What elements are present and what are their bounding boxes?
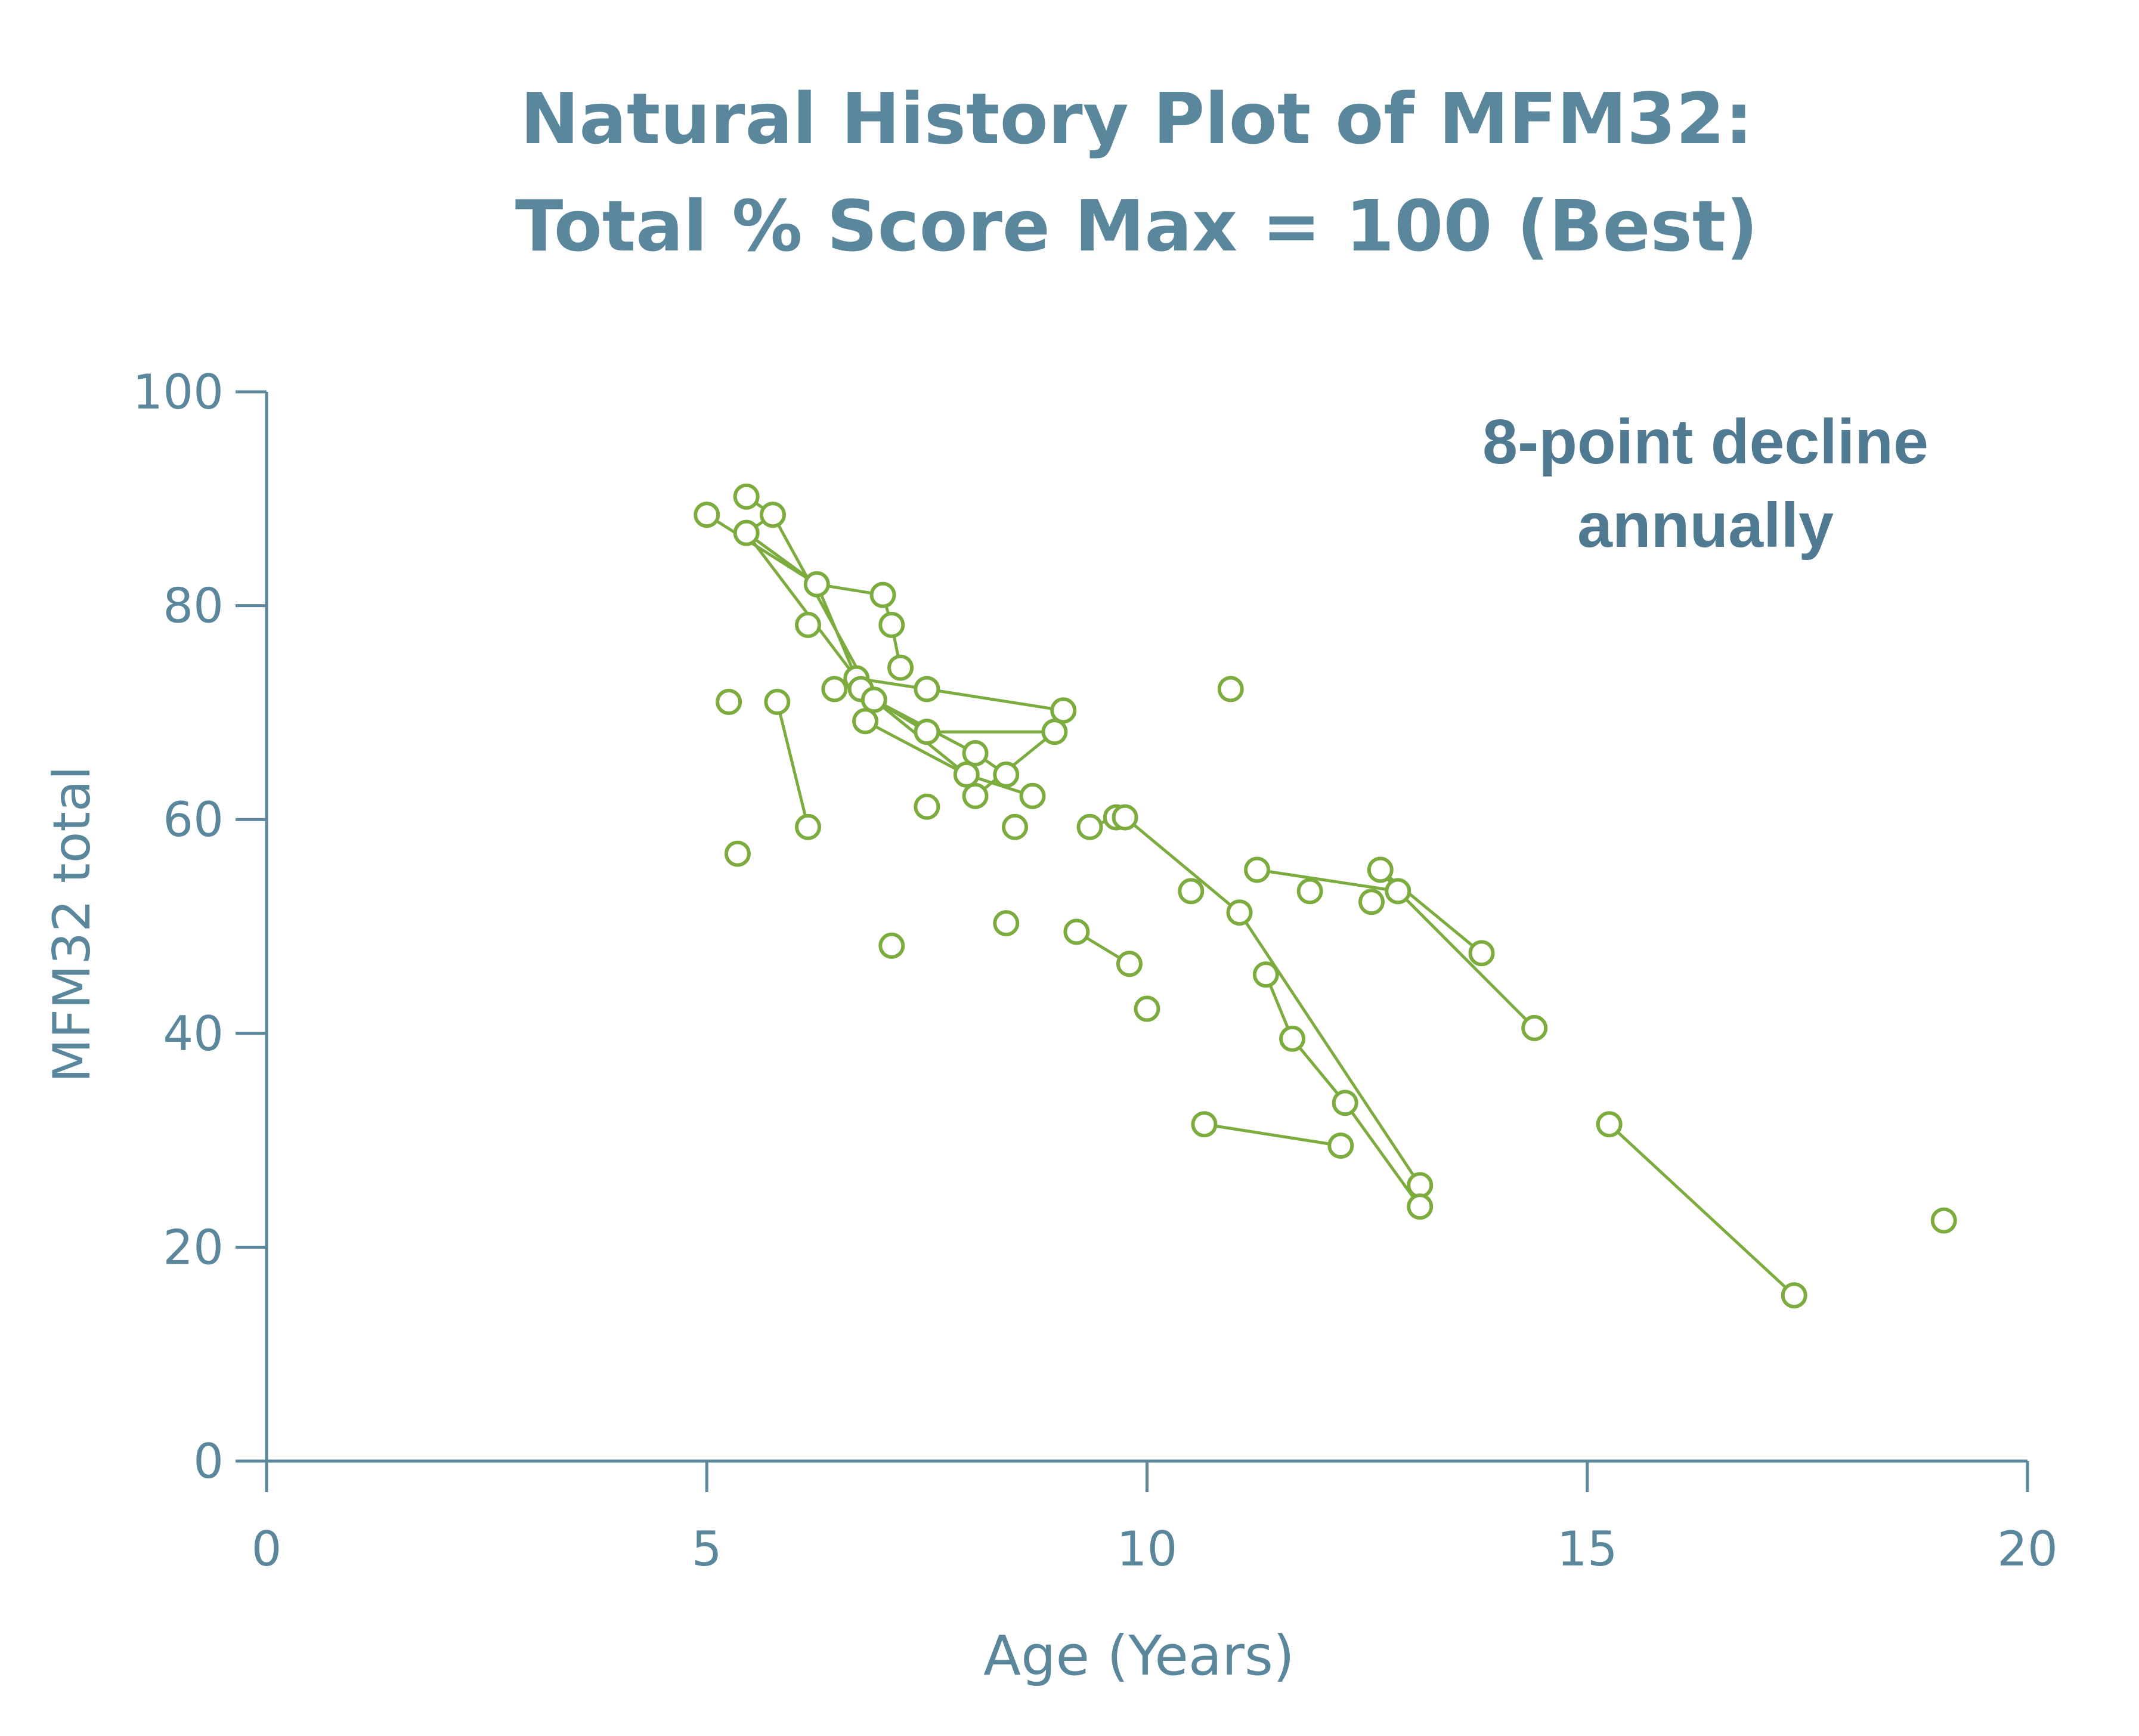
chart-title-line-1: Natural History Plot of MFM32: xyxy=(520,78,1753,160)
trajectory-line xyxy=(1204,1122,1341,1147)
data-point xyxy=(1116,951,1143,977)
data-point xyxy=(1076,813,1103,840)
trajectory-line xyxy=(1256,868,1483,955)
x-tick-label: 20 xyxy=(1997,1521,2058,1577)
data-point xyxy=(724,840,751,867)
x-axis-label: Age (Years) xyxy=(983,1624,1295,1688)
data-point xyxy=(1226,899,1253,926)
data-point xyxy=(878,611,905,638)
data-point xyxy=(1367,856,1394,883)
data-point xyxy=(1468,940,1495,967)
data-point xyxy=(795,813,822,840)
trajectory-lines xyxy=(705,495,1796,1296)
x-tick-label: 10 xyxy=(1117,1521,1178,1577)
data-point xyxy=(852,708,879,735)
data-points xyxy=(694,483,1957,1309)
data-point xyxy=(1178,878,1205,905)
data-point xyxy=(795,611,822,638)
data-point xyxy=(1327,1132,1354,1159)
data-point xyxy=(962,782,989,809)
data-point xyxy=(764,688,791,715)
data-point xyxy=(1279,1025,1306,1052)
data-point xyxy=(962,740,989,767)
data-point xyxy=(869,581,896,608)
data-point xyxy=(803,571,830,598)
data-point xyxy=(993,761,1020,788)
data-point xyxy=(716,688,742,715)
trajectory-line xyxy=(771,513,1007,776)
data-point xyxy=(1596,1111,1623,1138)
x-tick-label: 15 xyxy=(1557,1521,1618,1577)
data-point xyxy=(953,761,980,788)
trajectory-line xyxy=(775,701,810,828)
data-point xyxy=(694,502,720,528)
data-point xyxy=(1112,804,1138,831)
y-axis-label: MFM32 total xyxy=(42,766,102,1082)
data-point xyxy=(1191,1111,1218,1138)
data-point xyxy=(1930,1207,1957,1234)
data-point xyxy=(821,676,848,703)
data-point xyxy=(878,932,905,959)
data-point xyxy=(1217,676,1244,703)
data-point xyxy=(1041,719,1068,745)
data-point xyxy=(860,686,887,713)
data-point xyxy=(1781,1282,1807,1309)
data-point xyxy=(1134,995,1160,1022)
y-tick-label: 20 xyxy=(163,1220,224,1275)
data-point xyxy=(914,719,940,745)
y-tick-label: 60 xyxy=(163,792,224,847)
annotation-line-1: 8-point decline xyxy=(1482,407,1928,477)
trajectory-line xyxy=(745,532,1056,797)
y-tick-label: 0 xyxy=(193,1434,224,1489)
data-point xyxy=(1050,697,1077,724)
data-point xyxy=(1063,918,1090,945)
data-point xyxy=(1332,1090,1358,1116)
data-point xyxy=(1002,813,1029,840)
y-tick-label: 40 xyxy=(163,1006,224,1062)
data-point xyxy=(1521,1014,1548,1041)
data-point xyxy=(1385,878,1411,905)
data-point xyxy=(1296,878,1323,905)
data-point xyxy=(887,654,914,681)
data-point xyxy=(733,483,760,510)
data-point xyxy=(1407,1172,1434,1199)
y-tick-label: 80 xyxy=(163,578,224,634)
axes: 0 20 40 60 80 100 0 5 10 15 20 xyxy=(132,364,2058,1577)
data-point xyxy=(914,793,940,820)
chart-title-line-2: Total % Score Max = 100 (Best) xyxy=(515,185,1758,267)
trajectory-line xyxy=(1264,974,1422,1208)
x-tick-label: 5 xyxy=(692,1521,722,1577)
x-tick-label: 0 xyxy=(252,1521,282,1577)
trajectory-line xyxy=(1608,1123,1796,1296)
data-point xyxy=(914,676,940,703)
data-point xyxy=(1407,1193,1434,1220)
data-point xyxy=(993,910,1020,937)
data-point xyxy=(1358,889,1385,915)
data-point xyxy=(1252,961,1279,988)
trajectory-line xyxy=(1397,890,1536,1029)
data-point xyxy=(1019,782,1046,809)
data-point xyxy=(759,502,786,528)
y-tick-label: 100 xyxy=(132,364,224,420)
data-point xyxy=(1244,856,1271,883)
data-point xyxy=(733,519,760,546)
annotation-line-2: annually xyxy=(1577,490,1834,561)
